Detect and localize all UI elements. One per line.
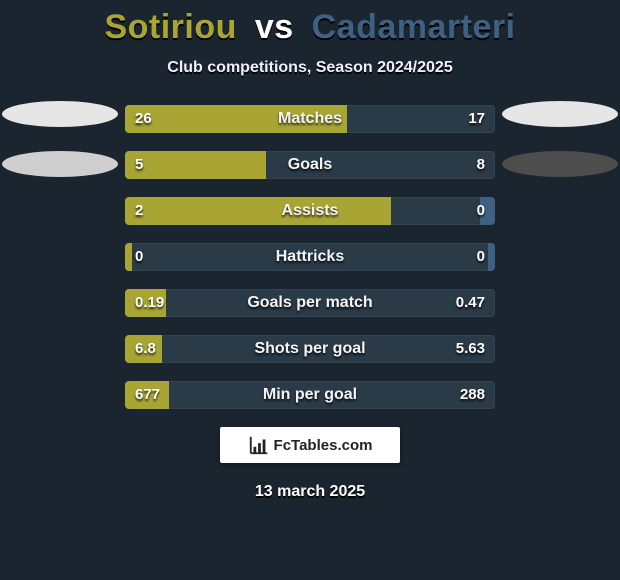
stat-value-right: 8: [477, 151, 485, 179]
comparison-content: 26Matches175Goals82Assists00Hattricks00.…: [0, 105, 620, 409]
stat-label: Matches: [125, 105, 495, 133]
stat-value-right: 0.47: [456, 289, 485, 317]
stat-label: Min per goal: [125, 381, 495, 409]
stat-row: 26Matches17: [125, 105, 495, 133]
left-badges: [2, 101, 118, 201]
stat-label: Assists: [125, 197, 495, 225]
stat-row: 0.19Goals per match0.47: [125, 289, 495, 317]
stat-row: 677Min per goal288: [125, 381, 495, 409]
stat-label: Goals per match: [125, 289, 495, 317]
stat-label: Shots per goal: [125, 335, 495, 363]
stat-value-right: 0: [477, 197, 485, 225]
date-label: 13 march 2025: [0, 483, 620, 501]
player2-name: Cadamarteri: [312, 8, 516, 46]
comparison-title: Sotiriou vs Cadamarteri: [0, 0, 620, 47]
stat-value-right: 5.63: [456, 335, 485, 363]
badge-ellipse: [2, 101, 118, 127]
badge-ellipse: [2, 151, 118, 177]
stat-row: 6.8Shots per goal5.63: [125, 335, 495, 363]
right-badges: [502, 101, 618, 201]
subtitle: Club competitions, Season 2024/2025: [0, 59, 620, 77]
vs-separator: vs: [255, 8, 294, 46]
chart-icon: [248, 434, 270, 456]
stat-label: Goals: [125, 151, 495, 179]
stat-row: 0Hattricks0: [125, 243, 495, 271]
player1-name: Sotiriou: [104, 8, 236, 46]
stat-value-right: 288: [460, 381, 485, 409]
source-logo: FcTables.com: [220, 427, 400, 463]
badge-ellipse: [502, 101, 618, 127]
stat-label: Hattricks: [125, 243, 495, 271]
stat-value-right: 17: [468, 105, 485, 133]
stat-row: 2Assists0: [125, 197, 495, 225]
logo-text: FcTables.com: [274, 437, 373, 454]
stat-row: 5Goals8: [125, 151, 495, 179]
badge-ellipse: [502, 151, 618, 177]
stat-bars: 26Matches175Goals82Assists00Hattricks00.…: [125, 105, 495, 409]
stat-value-right: 0: [477, 243, 485, 271]
